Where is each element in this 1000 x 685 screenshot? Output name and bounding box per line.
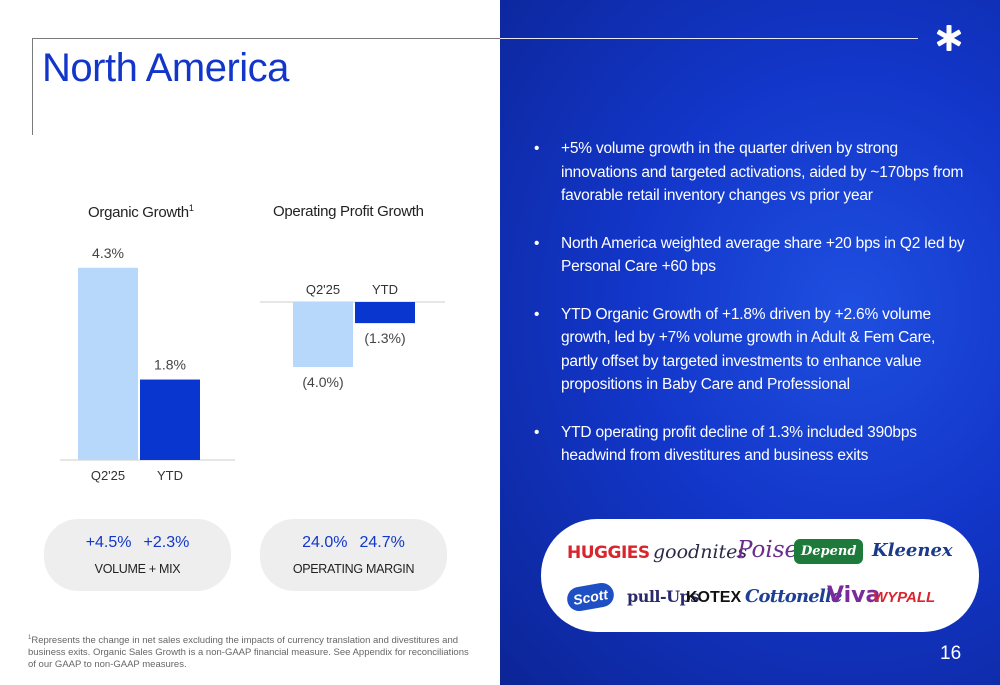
organic-value-label: 4.3% bbox=[92, 245, 124, 261]
organic-growth-footnote-marker: 1 bbox=[188, 203, 194, 213]
scott-logo: Scott bbox=[565, 581, 616, 613]
viva-logo: Viva bbox=[827, 583, 881, 608]
organic-growth-chart: 4.3% Q2'25 1.8% YTD bbox=[60, 245, 235, 483]
volume-mix-ytd: +2.3% bbox=[143, 534, 190, 551]
operating-profit-chart: Q2'25 (4.0%) YTD (1.3%) bbox=[260, 282, 445, 390]
wypall-logo: WYPALL bbox=[873, 589, 936, 606]
op-category-label: YTD bbox=[372, 282, 398, 297]
op-category-label: Q2'25 bbox=[306, 282, 340, 297]
volume-mix-values: +4.5% +2.3% bbox=[44, 534, 231, 552]
bullet-market-share: • North America weighted average share +2… bbox=[534, 232, 974, 279]
op-bar-q2 bbox=[293, 302, 353, 367]
page-number: 16 bbox=[940, 643, 962, 664]
footnote-marker: 1 bbox=[28, 635, 32, 641]
cottonelle-logo: Cottonelle bbox=[745, 586, 842, 607]
poise-logo: Poise bbox=[737, 537, 799, 563]
bullet-volume-growth: • +5% volume growth in the quarter driven… bbox=[534, 137, 974, 208]
kleenex-logo: Kleenex bbox=[872, 540, 953, 561]
pull-ups-logo: pull-Ups bbox=[627, 587, 699, 606]
op-value-label: (1.3%) bbox=[364, 330, 405, 346]
bullet-text: YTD Organic Growth of +1.8% driven by +2… bbox=[561, 305, 936, 394]
organic-growth-title-text: Organic Growth bbox=[88, 204, 189, 221]
volume-mix-q2: +4.5% bbox=[85, 534, 132, 551]
slide-title: North America bbox=[42, 46, 289, 90]
volume-mix-label: VOLUME + MIX bbox=[94, 562, 181, 576]
op-value-label: (4.0%) bbox=[302, 374, 343, 390]
footnote: 1Represents the change in net sales excl… bbox=[28, 632, 473, 671]
footnote-text: Represents the change in net sales exclu… bbox=[28, 635, 469, 671]
goodnites-logo: goodnites bbox=[653, 541, 748, 563]
bullet-ytd-organic: • YTD Organic Growth of +1.8% driven by +… bbox=[534, 303, 974, 397]
operating-profit-title: Operating Profit Growth bbox=[273, 203, 424, 220]
bullet-text: +5% volume growth in the quarter driven … bbox=[561, 140, 964, 204]
company-logo-icon bbox=[936, 25, 962, 51]
operating-margin-q2: 24.0% bbox=[302, 534, 348, 551]
header-rule bbox=[500, 38, 918, 39]
operating-margin-label: OPERATING MARGIN bbox=[292, 562, 415, 576]
bullet-ytd-operating-profit: • YTD operating profit decline of 1.3% in… bbox=[534, 421, 974, 468]
organic-growth-title: Organic Growth1 bbox=[88, 203, 194, 221]
bullet-dot: • bbox=[534, 140, 540, 157]
organic-value-label: 1.8% bbox=[154, 357, 186, 373]
bullet-text: YTD operating profit decline of 1.3% inc… bbox=[561, 423, 917, 465]
operating-margin-pill: 24.0% 24.7% OPERATING MARGIN bbox=[260, 519, 447, 591]
brand-logos-panel: HUGGIES goodnites Poise Depend Kleenex S… bbox=[541, 519, 979, 632]
organic-bar-ytd bbox=[140, 379, 200, 460]
title-frame bbox=[32, 38, 501, 135]
op-bar-ytd bbox=[355, 302, 415, 324]
operating-margin-values: 24.0% 24.7% bbox=[260, 534, 447, 552]
organic-bar-q2 bbox=[78, 267, 138, 460]
huggies-logo: HUGGIES bbox=[567, 543, 650, 563]
kotex-logo: KOTEX bbox=[686, 589, 742, 606]
bullet-dot: • bbox=[534, 423, 540, 441]
bullet-dot: • bbox=[534, 234, 540, 252]
depend-logo: Depend bbox=[794, 539, 864, 564]
organic-category-label: Q2'25 bbox=[91, 468, 125, 483]
highlights-list: • +5% volume growth in the quarter driven… bbox=[534, 137, 974, 492]
bullet-dot: • bbox=[534, 305, 540, 323]
organic-category-label: YTD bbox=[157, 468, 183, 483]
bullet-text: North America weighted average share +20… bbox=[561, 234, 965, 276]
volume-mix-pill: +4.5% +2.3% VOLUME + MIX bbox=[44, 519, 231, 591]
operating-margin-ytd: 24.7% bbox=[359, 534, 405, 551]
